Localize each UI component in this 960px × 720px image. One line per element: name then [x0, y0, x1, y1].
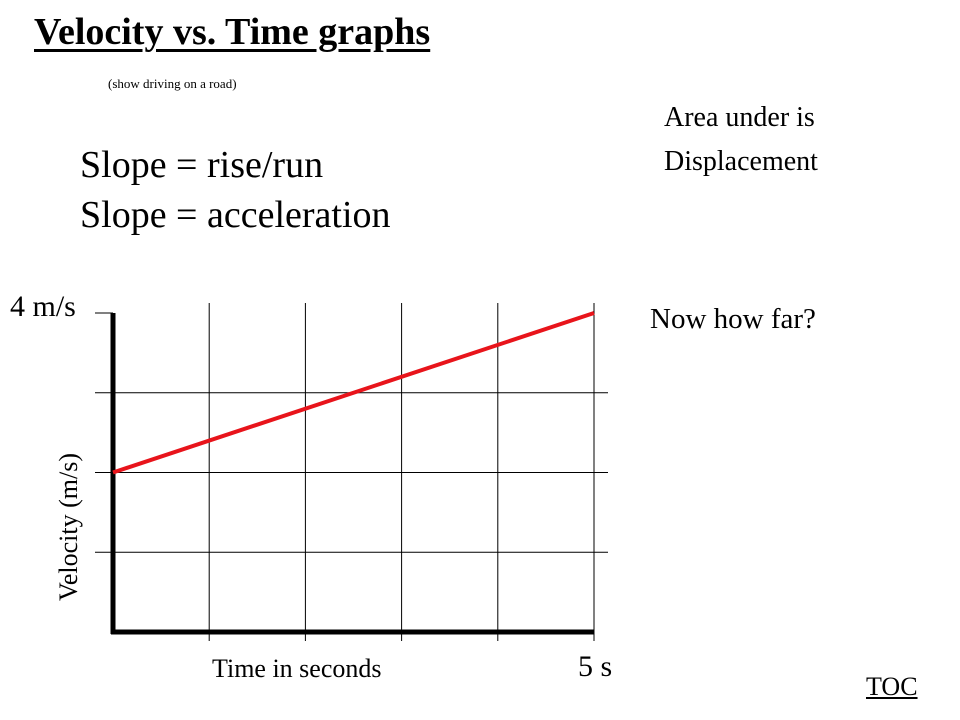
x-axis-max-label: 5 s — [578, 650, 613, 683]
chart-series — [112, 311, 595, 475]
toc-link[interactable]: TOC — [866, 672, 918, 701]
chart-grid — [95, 303, 608, 641]
slide-subtitle: (show driving on a road) — [108, 76, 237, 91]
x-axis-label: Time in seconds — [212, 654, 382, 683]
slide-title: Velocity vs. Time graphs — [34, 11, 431, 53]
question-text: Now how far? — [650, 303, 816, 335]
y-axis-label: Velocity (m/s) — [54, 453, 83, 601]
chart-axes — [110, 313, 594, 635]
area-note-line-1: Area under is — [664, 102, 815, 133]
y-axis-max-label: 4 m/s — [10, 290, 76, 323]
slope-definition: Slope = rise/run — [80, 144, 324, 186]
velocity-line — [112, 311, 595, 475]
slope-meaning: Slope = acceleration — [80, 194, 391, 236]
area-note-line-2: Displacement — [664, 146, 818, 177]
